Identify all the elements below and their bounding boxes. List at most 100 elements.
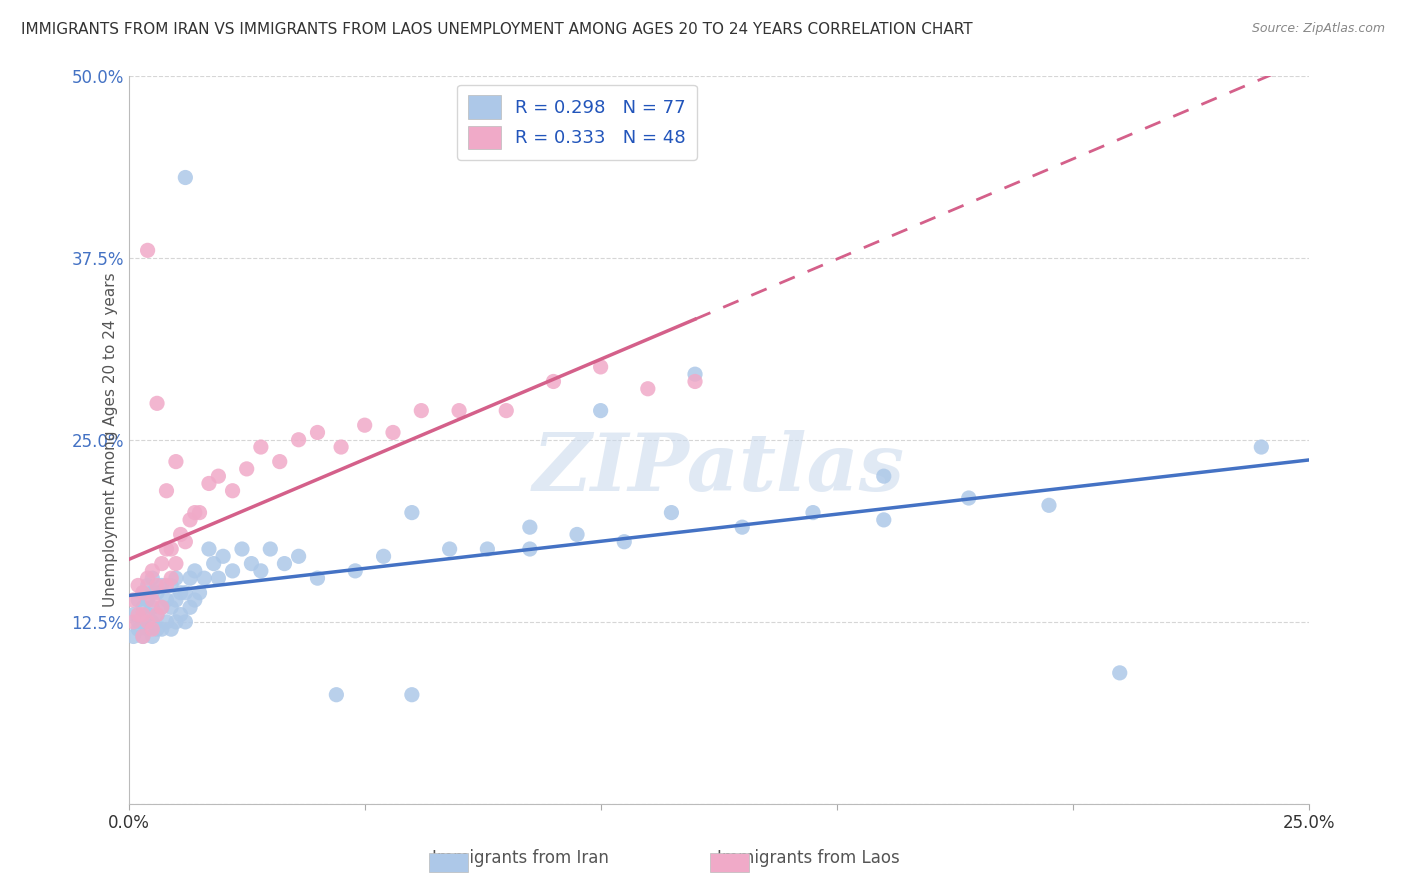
- Point: [160, 571, 183, 585]
- Point: [155, 615, 177, 629]
- Point: [198, 476, 221, 491]
- Point: [122, 607, 145, 622]
- Point: [127, 615, 149, 629]
- Point: [325, 688, 347, 702]
- Point: [519, 541, 541, 556]
- Y-axis label: Unemployment Among Ages 20 to 24 years: Unemployment Among Ages 20 to 24 years: [103, 272, 118, 607]
- Point: [273, 557, 295, 571]
- Point: [165, 571, 187, 585]
- Point: [613, 534, 636, 549]
- Point: [259, 541, 281, 556]
- Legend: R = 0.298   N = 77, R = 0.333   N = 48: R = 0.298 N = 77, R = 0.333 N = 48: [457, 85, 696, 160]
- Point: [1038, 498, 1060, 512]
- Point: [122, 629, 145, 643]
- Point: [132, 615, 155, 629]
- Point: [136, 607, 159, 622]
- Point: [519, 520, 541, 534]
- Point: [155, 483, 177, 498]
- Text: ZIPatlas: ZIPatlas: [533, 430, 904, 508]
- Point: [160, 600, 183, 615]
- Point: [136, 244, 159, 258]
- Point: [150, 600, 173, 615]
- Point: [174, 170, 197, 185]
- Point: [439, 541, 461, 556]
- Point: [235, 462, 257, 476]
- Point: [207, 571, 229, 585]
- Point: [179, 600, 201, 615]
- Point: [127, 622, 149, 636]
- Text: Immigrants from Iran: Immigrants from Iran: [432, 849, 609, 867]
- Point: [801, 506, 824, 520]
- Point: [1250, 440, 1272, 454]
- Point: [637, 382, 659, 396]
- Point: [212, 549, 235, 564]
- Point: [169, 527, 191, 541]
- Point: [165, 557, 187, 571]
- Point: [193, 571, 215, 585]
- Point: [127, 593, 149, 607]
- Point: [174, 585, 197, 599]
- Point: [873, 469, 896, 483]
- Point: [132, 585, 155, 599]
- Point: [132, 629, 155, 643]
- Point: [141, 593, 163, 607]
- Text: Source: ZipAtlas.com: Source: ZipAtlas.com: [1251, 22, 1385, 36]
- Point: [127, 578, 149, 592]
- Point: [589, 403, 612, 417]
- Point: [174, 534, 197, 549]
- Point: [132, 585, 155, 599]
- Text: IMMIGRANTS FROM IRAN VS IMMIGRANTS FROM LAOS UNEMPLOYMENT AMONG AGES 20 TO 24 YE: IMMIGRANTS FROM IRAN VS IMMIGRANTS FROM …: [21, 22, 973, 37]
- Point: [449, 403, 471, 417]
- Point: [287, 549, 309, 564]
- Point: [221, 564, 243, 578]
- Point: [160, 578, 183, 592]
- Point: [136, 593, 159, 607]
- Point: [188, 585, 211, 599]
- Point: [122, 615, 145, 629]
- Point: [477, 541, 499, 556]
- Point: [150, 578, 173, 592]
- Point: [165, 454, 187, 468]
- Point: [353, 418, 375, 433]
- Point: [155, 578, 177, 592]
- Point: [146, 607, 169, 622]
- Point: [373, 549, 395, 564]
- Point: [731, 520, 754, 534]
- Point: [169, 585, 191, 599]
- Point: [269, 454, 291, 468]
- Point: [957, 491, 980, 505]
- Point: [165, 593, 187, 607]
- Point: [141, 600, 163, 615]
- Point: [231, 541, 253, 556]
- Point: [382, 425, 405, 440]
- Point: [683, 367, 706, 381]
- Point: [565, 527, 588, 541]
- Point: [132, 629, 155, 643]
- Point: [146, 622, 169, 636]
- Point: [250, 440, 273, 454]
- Point: [179, 513, 201, 527]
- Point: [207, 469, 229, 483]
- Point: [127, 607, 149, 622]
- Point: [146, 578, 169, 592]
- Point: [146, 585, 169, 599]
- Point: [146, 396, 169, 410]
- Point: [184, 593, 207, 607]
- Point: [150, 622, 173, 636]
- Point: [411, 403, 433, 417]
- Point: [198, 541, 221, 556]
- Point: [661, 506, 683, 520]
- Point: [307, 571, 329, 585]
- Point: [287, 433, 309, 447]
- Point: [184, 564, 207, 578]
- Point: [873, 513, 896, 527]
- Point: [240, 557, 263, 571]
- Point: [141, 571, 163, 585]
- Point: [184, 506, 207, 520]
- Point: [169, 607, 191, 622]
- Point: [141, 622, 163, 636]
- Point: [179, 571, 201, 585]
- Point: [150, 557, 173, 571]
- Point: [132, 600, 155, 615]
- Point: [136, 571, 159, 585]
